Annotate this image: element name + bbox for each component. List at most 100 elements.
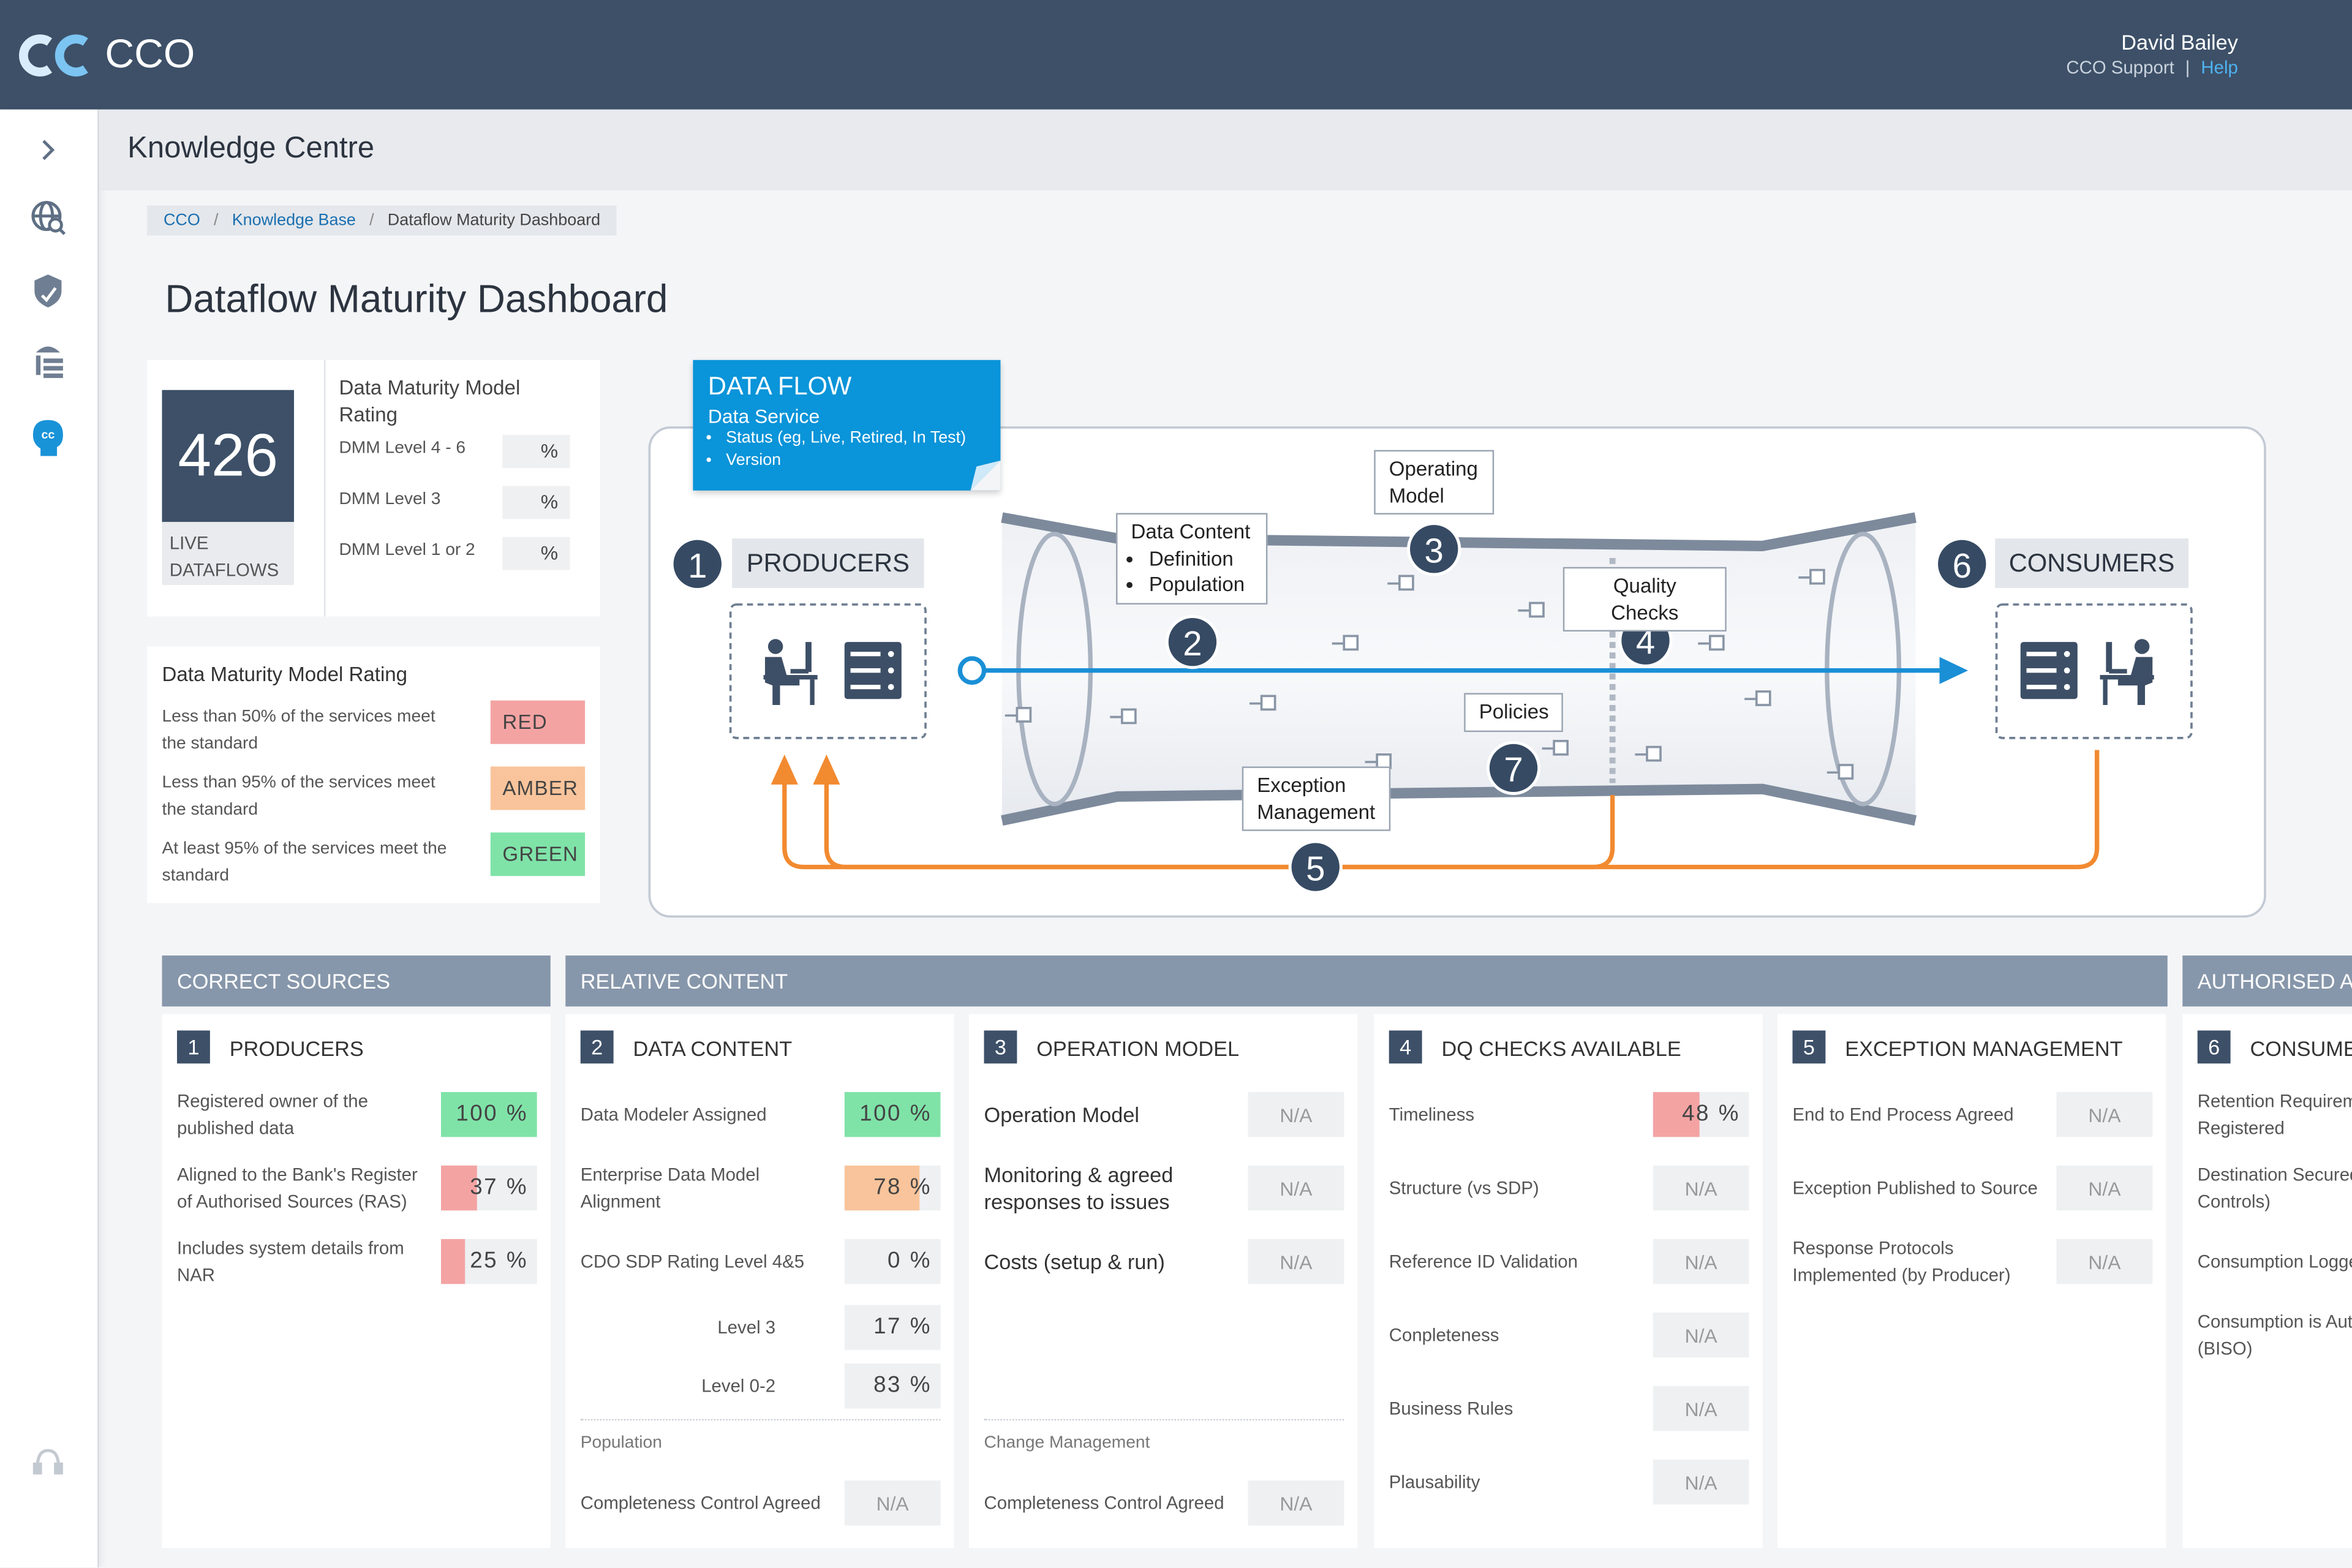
unit: % (540, 490, 559, 513)
step-number: 1 (688, 546, 707, 585)
keyboard (2109, 669, 2127, 674)
label-text: Data Content (1131, 520, 1251, 543)
card-number: 3 (984, 1030, 1017, 1064)
shield-icon[interactable] (34, 274, 62, 308)
node-square (1709, 635, 1725, 651)
value-number: 37 (470, 1174, 499, 1200)
value-box: N/A (1248, 1091, 1344, 1137)
card-title: DQ CHECKS AVAILABLE (1441, 1036, 1681, 1061)
sidebar-icons: cc (31, 140, 66, 1475)
value-unit: % (910, 1101, 930, 1127)
level-label: DMM Level 1 or 2 (339, 541, 475, 560)
node-square (1646, 745, 1662, 762)
flow-bullets: Status (eg, Live, Retired, In Test) Vers… (708, 428, 986, 472)
server-led (2064, 684, 2070, 690)
body (764, 657, 800, 706)
value-unit: % (1718, 1101, 1739, 1127)
page-fold (970, 460, 1001, 491)
label-line: Consumption is Aut (2197, 1311, 2352, 1332)
page-header-title: Knowledge Centre (127, 132, 375, 165)
section-header: AUTHORISED AC (2182, 956, 2352, 1007)
exception-management-label: Exception Management (1242, 766, 1391, 831)
value-fill (844, 1091, 941, 1137)
row-label: Consumption is Aut (BISO) (2198, 1308, 2352, 1362)
group-heading: Population (580, 1434, 662, 1452)
server-led (888, 684, 894, 690)
breadcrumb-link[interactable]: Knowledge Base (232, 211, 356, 230)
policies-label: Policies (1464, 693, 1563, 731)
card-title: EXCEPTION MANAGEMENT (1845, 1036, 2123, 1061)
divider (323, 360, 326, 617)
page-header: Knowledge Centre (100, 109, 2352, 191)
level-value: % (502, 486, 570, 519)
key-text: At least 95% of the services meet the st… (162, 840, 447, 885)
row-label: CDO SDP Rating Level 4&5 (580, 1251, 805, 1272)
head (2134, 639, 2150, 654)
cco-icon[interactable]: cc (32, 420, 63, 456)
value-box: 17% (844, 1305, 941, 1351)
row-label: Conpleteness (1389, 1324, 1499, 1346)
value-unit: % (910, 1314, 930, 1340)
rating-key-title: Data Maturity Model Rating (162, 663, 408, 686)
group-divider (580, 1419, 941, 1421)
page-title: Dataflow Maturity Dashboard (165, 276, 668, 322)
value-box: N/A (1653, 1385, 1749, 1431)
value-number: 17 (873, 1314, 902, 1340)
value-box: 83% (844, 1363, 941, 1409)
card-title: PRODUCERS (229, 1036, 364, 1061)
keyboard (790, 669, 809, 674)
row-label: Exception Published to Source (1792, 1177, 2038, 1199)
server-led (2064, 650, 2070, 657)
value-box: N/A (2056, 1165, 2153, 1211)
key-text: Less than 50% of the services meet the s… (162, 707, 435, 753)
row-label: Business Rules (1389, 1398, 1513, 1419)
row-label: Completeness Control Agreed (580, 1492, 821, 1514)
user-name[interactable]: David Bailey (2121, 29, 2238, 55)
row-label: Response Protocols Implemented (by Produ… (1792, 1237, 2011, 1286)
value-na: N/A (1684, 1177, 1717, 1200)
row-label: Structure (vs SDP) (1389, 1177, 1539, 1199)
value-unit: % (506, 1248, 527, 1274)
expand-icon[interactable] (42, 140, 55, 160)
value-number: 48 (1682, 1101, 1710, 1127)
value-box: N/A (1653, 1165, 1749, 1211)
support-icon[interactable] (32, 1449, 63, 1475)
brand: CCO (105, 31, 195, 77)
person-icon (2100, 639, 2154, 706)
card: 2 DATA CONTENT Data Modeler Assigned 100% En… (565, 1014, 954, 1548)
consumers-label: CONSUMERS (1995, 538, 2189, 589)
sidebar: cc (0, 109, 99, 1568)
summary-card: 426 LIVE DATAFLOWS Data Maturity Model R… (147, 360, 600, 617)
help-link[interactable]: Help (2201, 57, 2238, 78)
data-content-label: Data Content Definition Population (1116, 513, 1268, 605)
value-box: 25% (441, 1238, 537, 1284)
section-title: AUTHORISED AC (2197, 969, 2352, 993)
user-links: CCO Support | Help (2066, 57, 2237, 78)
value-na: N/A (2088, 1104, 2121, 1127)
library-icon[interactable] (36, 346, 63, 379)
card: 3 OPERATION MODEL Operation Model N/A Monito… (969, 1014, 1358, 1548)
row-label: Plausability (1389, 1471, 1480, 1493)
row-label: Aligned to the Bank's Register of Author… (176, 1164, 418, 1212)
value-number: 25 (470, 1248, 499, 1274)
monitor (2106, 642, 2113, 673)
head (767, 639, 783, 654)
key-text: Less than 95% of the services meet the s… (162, 774, 435, 820)
decorations (1005, 568, 1854, 780)
row-label: Costs (setup & run) (984, 1250, 1165, 1274)
monitor (805, 642, 812, 673)
unit: % (540, 541, 559, 564)
breadcrumb-link[interactable]: CCO (163, 211, 200, 230)
globe-icon[interactable] (31, 201, 66, 235)
value-number: 0 (887, 1248, 902, 1274)
feedback-arrow (813, 754, 840, 785)
value-na: N/A (1280, 1177, 1313, 1200)
row-label: Level 3 (717, 1317, 776, 1338)
value-na: N/A (1684, 1471, 1717, 1494)
breadcrumb-separator: / (214, 211, 219, 230)
support-link[interactable]: CCO Support (2066, 57, 2174, 78)
bullet: Definition (1149, 545, 1253, 571)
icons (763, 639, 2154, 706)
value-box: N/A (1653, 1312, 1749, 1358)
